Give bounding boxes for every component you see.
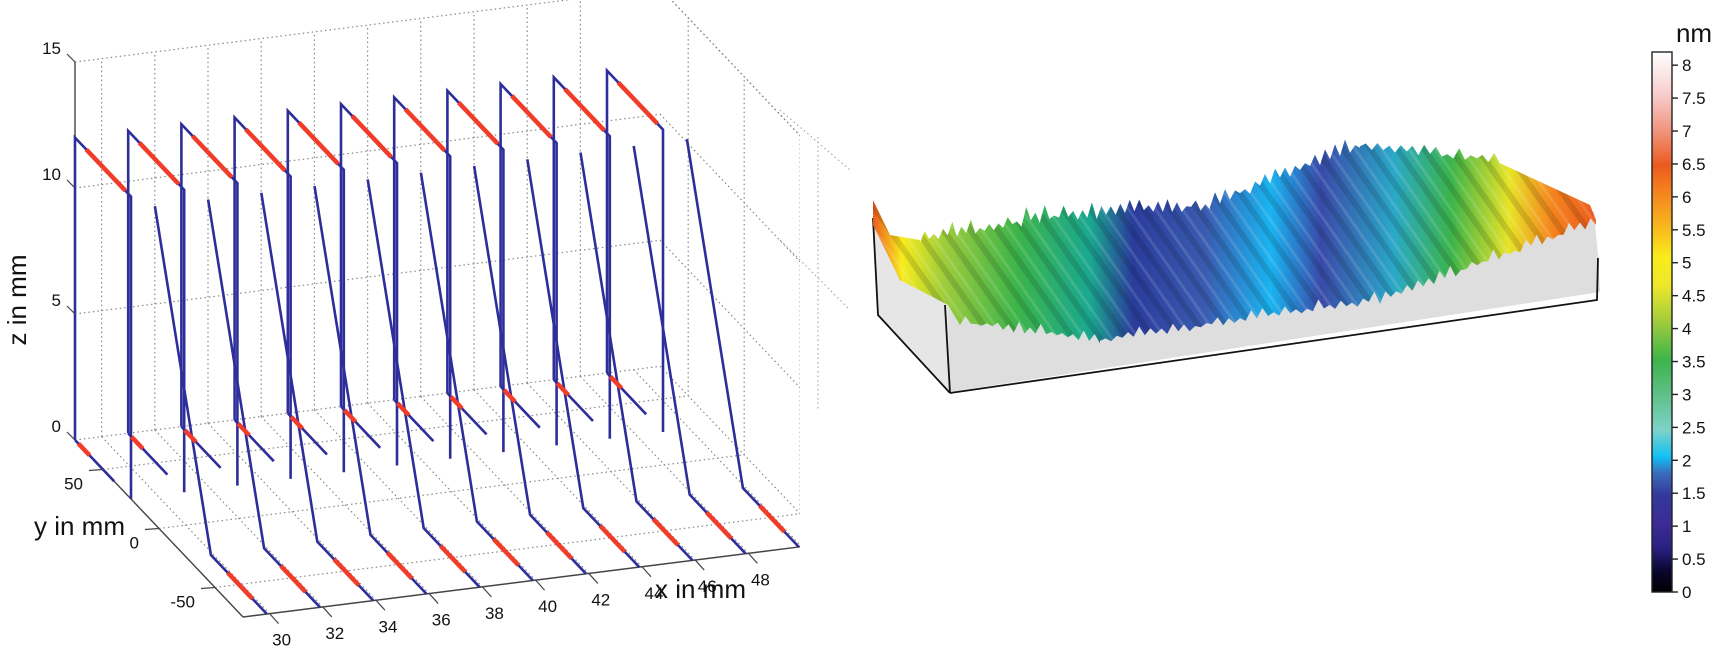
colorbar-tick-label: 4 [1682, 320, 1691, 339]
colorbar-tick-label: 3 [1682, 385, 1691, 404]
colorbar: 0 0.5 1 1.5 2 2.5 3 3.5 4 4.5 5 5.5 6 6.5 7 7.5 8 nm [1651, 18, 1712, 602]
x-tick-label: 30 [272, 631, 291, 650]
x-tick-label: 40 [538, 597, 557, 616]
colorbar-tick-label: 2.5 [1682, 418, 1706, 437]
colorbar-tick-label: 1.5 [1682, 484, 1706, 503]
colorbar-tick-label: 0.5 [1682, 550, 1706, 569]
surface-box [872, 198, 1600, 394]
z-tick-label: 15 [42, 39, 61, 58]
colorbar-tick-label: 2 [1682, 451, 1691, 470]
x-tick-label: 32 [325, 624, 344, 643]
y-tick-label: 0 [130, 534, 139, 553]
colorbar-unit-label: nm [1676, 18, 1712, 48]
colorbar-tick-label: 5.5 [1682, 221, 1706, 240]
z-tick-label: 10 [42, 165, 61, 184]
colorbar-tick-label: 4.5 [1682, 287, 1706, 306]
surface-topography [873, 139, 1596, 344]
z-tick-label: 0 [52, 417, 61, 436]
x-tick-label: 42 [591, 590, 610, 609]
x-tick-label: 46 [698, 577, 717, 596]
z-axis-label: z in mm [2, 255, 32, 346]
colorbar-tick-label: 1 [1682, 517, 1691, 536]
x-tick-label: 44 [645, 584, 664, 603]
colorbar-tick-label: 6 [1682, 188, 1691, 207]
x-tick-label: 34 [379, 617, 398, 636]
colorbar-tick-label: 3.5 [1682, 353, 1706, 372]
x-axis-label: x in mm [655, 574, 746, 604]
y-tick-label: -50 [170, 593, 195, 612]
x-tick-label: 48 [751, 570, 770, 589]
x-tick-label: 38 [485, 604, 504, 623]
colorbar-tick-label: 5 [1682, 254, 1691, 273]
colorbar-tick-label: 0 [1682, 583, 1691, 602]
colorbar-tick-label: 6.5 [1682, 155, 1706, 174]
x-tick-label: 36 [432, 611, 451, 630]
y-axis-label: y in mm [34, 511, 125, 541]
y-tick-label: 50 [64, 475, 83, 494]
colorbar-tick-label: 7.5 [1682, 89, 1706, 108]
colorbar-tick-label: 7 [1682, 122, 1691, 141]
z-tick-label: 5 [52, 291, 61, 310]
colorbar-tick-label: 8 [1682, 56, 1691, 75]
